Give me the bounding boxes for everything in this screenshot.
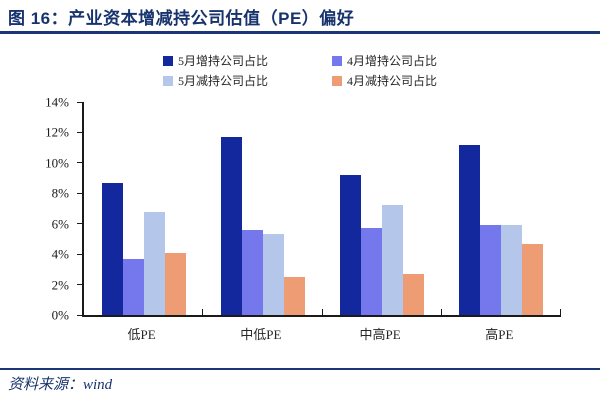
x-tick-mark [440, 309, 442, 315]
x-tick-mark [202, 309, 204, 315]
y-tick-mark [77, 131, 82, 133]
legend-swatch-icon [162, 55, 173, 66]
bar-group-中低PE [203, 102, 322, 315]
x-tick-mark [560, 309, 561, 315]
bar [164, 252, 186, 315]
y-tick-label: 8% [51, 185, 69, 201]
legend-item-0: 5月增持公司占比 [162, 52, 268, 69]
bar [361, 228, 383, 315]
legend-swatch-icon [332, 55, 342, 66]
y-tick-label: 4% [51, 246, 69, 262]
y-tick-mark [77, 101, 82, 103]
bar-group-低PE [84, 102, 203, 315]
bar [340, 175, 362, 315]
legend-label: 4月增持公司占比 [347, 54, 438, 68]
footer-divider [0, 368, 600, 370]
x-tick-mark [321, 309, 323, 315]
bar-group-高PE [442, 102, 561, 315]
bar [220, 137, 242, 315]
y-tick-label: 12% [45, 124, 69, 140]
legend-item-2: 5月减持公司占比 [162, 72, 268, 89]
y-tick-mark [77, 162, 82, 164]
chart-legend: 5月增持公司占比 4月增持公司占比 5月减持公司占比 4月减持公司占比 [0, 52, 600, 89]
legend-label: 5月增持公司占比 [177, 54, 268, 68]
y-tick-label: 14% [45, 94, 69, 110]
legend-item-3: 4月减持公司占比 [332, 72, 437, 89]
bar [480, 225, 502, 315]
y-tick-label: 2% [51, 277, 69, 293]
bar [262, 234, 284, 315]
x-axis-label-高PE: 高PE [485, 327, 514, 342]
y-tick-mark [77, 192, 82, 194]
legend-swatch-icon [162, 75, 173, 86]
title-divider [0, 31, 600, 34]
y-tick-label: 0% [51, 307, 69, 323]
y-tick-mark [77, 223, 82, 225]
bar [459, 144, 481, 315]
bar [122, 258, 144, 315]
legend-label: 5月减持公司占比 [177, 74, 268, 88]
source-note: 资料来源：wind [8, 377, 113, 393]
bar [501, 225, 523, 315]
y-tick-mark [77, 253, 82, 255]
y-tick-mark [77, 284, 82, 286]
figure-title: 图 16：产业资本增减持公司估值（PE）偏好 [8, 9, 355, 28]
bar-group-中高PE [323, 102, 442, 315]
bar [522, 243, 544, 315]
x-axis-label-中高PE: 中高PE [359, 327, 401, 342]
x-axis-label-中低PE: 中低PE [240, 327, 282, 342]
y-axis: 0% 2% 4% 6% 8% 10% 12% 14% [0, 96, 82, 322]
y-tick-label: 10% [45, 155, 69, 171]
plot-area [82, 102, 561, 317]
bar [283, 276, 305, 315]
bar [382, 205, 404, 315]
y-tick-mark [77, 314, 82, 316]
bar [241, 229, 263, 315]
legend-swatch-icon [332, 75, 342, 86]
bar [143, 211, 165, 315]
chart-legend-grid: 5月增持公司占比 4月增持公司占比 5月减持公司占比 4月减持公司占比 [162, 52, 437, 89]
y-tick-label: 6% [51, 216, 69, 232]
x-axis-label-低PE: 低PE [127, 327, 156, 342]
legend-label: 4月减持公司占比 [347, 74, 438, 88]
legend-item-1: 4月增持公司占比 [332, 52, 437, 69]
bar [403, 273, 425, 315]
bar [101, 182, 123, 315]
x-axis-labels: 低PE 中低PE 中高PE 高PE [82, 324, 559, 343]
